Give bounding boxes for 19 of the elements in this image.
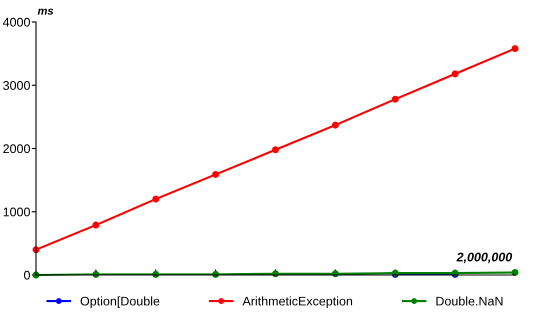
legend-label: Double.NaN — [436, 296, 502, 306]
y-axis-title: ms — [38, 8, 54, 15]
point — [212, 170, 220, 178]
y-tick-label: 0 — [24, 270, 30, 280]
point — [332, 122, 339, 129]
y-tick-label: 2000 — [3, 144, 30, 154]
point — [452, 70, 459, 78]
point — [272, 146, 279, 154]
annotation: 2,000,000 — [456, 252, 512, 264]
legend-label: ArithmeticException — [242, 296, 352, 308]
y-tick-label: 4000 — [2, 18, 30, 27]
legend-label: Option[Double — [80, 296, 160, 308]
point — [92, 222, 100, 229]
point — [392, 96, 399, 103]
point — [152, 196, 160, 203]
point — [512, 45, 518, 52]
y-tick-label: 3000 — [3, 81, 30, 90]
point — [512, 268, 518, 276]
y-tick-label: 1000 — [4, 208, 30, 216]
